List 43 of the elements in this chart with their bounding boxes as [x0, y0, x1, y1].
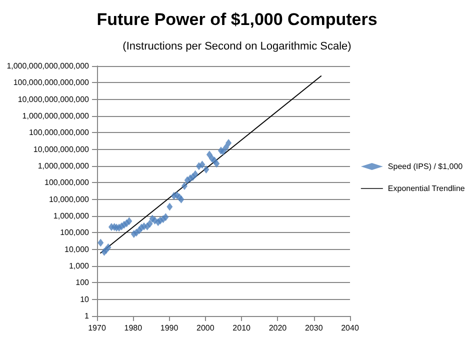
point — [181, 182, 188, 190]
point — [226, 138, 232, 147]
y-tick-label: 10,000,000,000 — [33, 144, 90, 154]
point — [203, 165, 210, 174]
x-tick-label: 2040 — [341, 324, 360, 332]
point — [206, 150, 212, 159]
x-tick-label: 1980 — [124, 324, 143, 332]
chart-subtitle: (Instructions per Second on Logarithmic Scale) — [122, 40, 352, 52]
chart-title: Future Power of $1,000 Computers — [96, 10, 378, 29]
point — [162, 213, 169, 222]
point — [223, 143, 230, 152]
y-tick-label: 100,000,000,000,000 — [13, 78, 90, 88]
y-tick-label: 10,000 — [64, 244, 90, 254]
x-tick-label: 2030 — [304, 324, 324, 332]
y-tick-label: 100 — [76, 278, 90, 288]
point — [192, 170, 198, 178]
x-tick-label: 2010 — [232, 324, 252, 332]
point — [166, 202, 173, 211]
legend-label: Speed (IPS) / $1,000 — [388, 162, 464, 171]
point — [214, 160, 220, 168]
y-tick-label: 1,000 — [68, 262, 90, 270]
y-tick-label: 10 — [80, 294, 90, 304]
point — [98, 238, 104, 247]
y-tick-label: 100,000,000,000 — [28, 128, 90, 138]
point — [105, 243, 112, 252]
legend-label: Exponential Trendline — [388, 184, 466, 193]
y-tick-label: 1,000,000,000 — [38, 162, 90, 170]
point — [199, 160, 206, 169]
y-tick-label: 10,000,000 — [48, 194, 90, 204]
y-tick-label: 1 — [84, 312, 90, 320]
point — [146, 220, 153, 228]
y-tick-label: 1,000,000 — [53, 212, 90, 220]
y-tick-label: 1,000,000,000,000 — [22, 112, 90, 120]
y-tick-label: 10,000,000,000,000 — [18, 94, 90, 104]
x-tick-label: 1990 — [160, 324, 179, 332]
point — [126, 217, 132, 226]
y-tick-label: 100,000,000 — [44, 178, 90, 188]
x-tick-label: 2000 — [196, 324, 215, 332]
x-tick-label: 2020 — [268, 324, 288, 332]
point — [220, 147, 226, 156]
x-tick-label: 1970 — [88, 324, 106, 332]
y-tick-label: 1,000,000,000,000,000 — [6, 62, 90, 70]
y-tick-label: 100,000 — [60, 228, 90, 238]
